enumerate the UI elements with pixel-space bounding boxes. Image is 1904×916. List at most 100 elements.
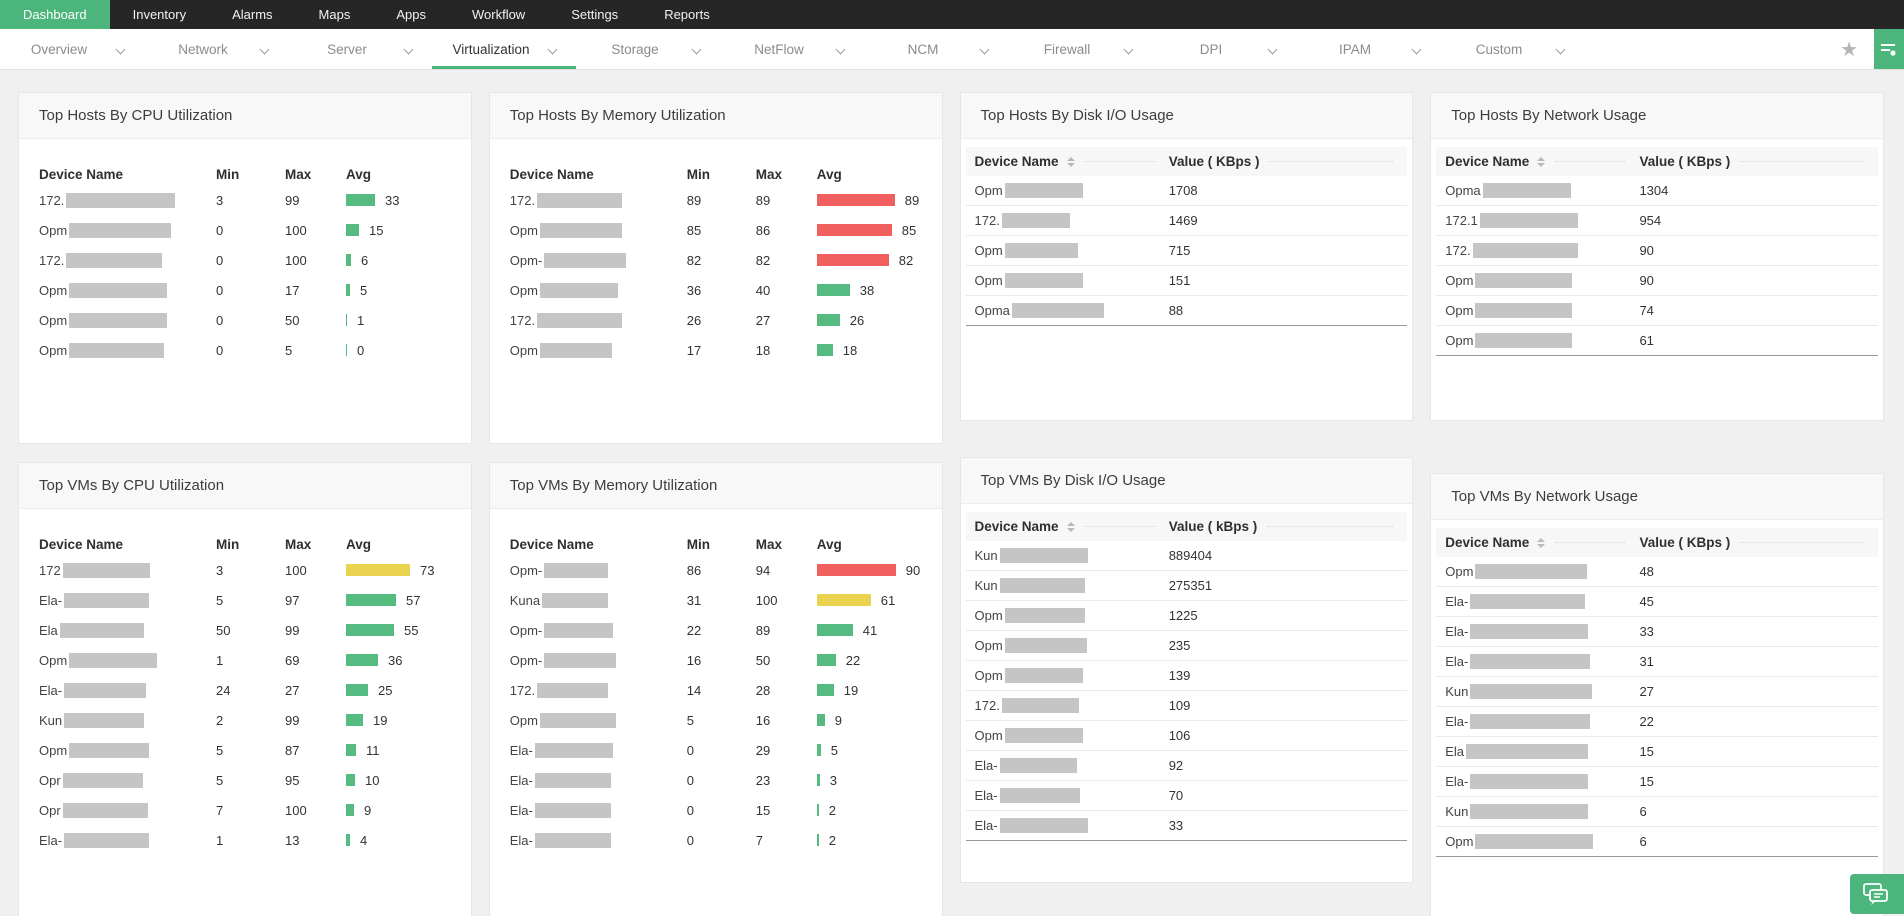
- device-name[interactable]: Opm: [510, 222, 687, 238]
- device-name[interactable]: Opm: [966, 668, 1169, 683]
- table-row[interactable]: Ela- 33: [965, 811, 1408, 841]
- device-name[interactable]: Opm: [510, 712, 687, 728]
- table-row[interactable]: Ela- 70: [965, 781, 1408, 811]
- col-device-name[interactable]: Device Name: [1445, 535, 1530, 550]
- table-row[interactable]: Opm 48: [1436, 557, 1878, 587]
- chevron-down-icon[interactable]: [403, 44, 414, 55]
- device-name[interactable]: Opm: [966, 638, 1169, 653]
- col-value[interactable]: Value ( KBps ): [1639, 154, 1731, 169]
- table-row[interactable]: Ela- 5 97 57: [19, 585, 471, 615]
- device-name[interactable]: 172.: [510, 682, 687, 698]
- device-name[interactable]: Opma: [1436, 183, 1639, 198]
- table-row[interactable]: 172. 90: [1436, 236, 1878, 266]
- device-name[interactable]: Kun: [966, 578, 1169, 593]
- chevron-down-icon[interactable]: [1411, 44, 1422, 55]
- table-row[interactable]: 172. 109: [965, 691, 1408, 721]
- table-row[interactable]: Opm 6: [1436, 827, 1878, 857]
- tab-custom[interactable]: Custom: [1440, 29, 1584, 69]
- device-name[interactable]: Ela-: [1436, 774, 1639, 789]
- nav-item-inventory[interactable]: Inventory: [132, 7, 187, 22]
- device-name[interactable]: Opm: [1436, 303, 1639, 318]
- table-row[interactable]: Opm 1708: [965, 176, 1408, 206]
- customize-dashboard-button[interactable]: [1874, 29, 1904, 69]
- device-name[interactable]: Ela-: [966, 758, 1169, 773]
- tab-ncm[interactable]: NCM: [864, 29, 1008, 69]
- device-name[interactable]: 172: [39, 562, 216, 578]
- table-row[interactable]: Opm- 22 89 41: [490, 615, 942, 645]
- table-row[interactable]: 172. 26 27 26: [490, 305, 942, 335]
- tab-ipam[interactable]: IPAM: [1296, 29, 1440, 69]
- col-value[interactable]: Value ( KBps ): [1639, 535, 1731, 550]
- table-row[interactable]: Ela- 0 7 2: [490, 825, 942, 855]
- table-row[interactable]: 172. 14 28 19: [490, 675, 942, 705]
- table-row[interactable]: Opm 0 50 1: [19, 305, 471, 335]
- sort-icon[interactable]: [1537, 537, 1546, 548]
- device-name[interactable]: Kun: [966, 548, 1169, 563]
- table-row[interactable]: Opm 0 17 5: [19, 275, 471, 305]
- table-row[interactable]: 172. 1469: [965, 206, 1408, 236]
- table-row[interactable]: Opm 5 16 9: [490, 705, 942, 735]
- chevron-down-icon[interactable]: [1555, 44, 1566, 55]
- table-row[interactable]: Ela- 92: [965, 751, 1408, 781]
- col-device-name[interactable]: Device Name: [1445, 154, 1530, 169]
- table-row[interactable]: Opm 0 100 15: [19, 215, 471, 245]
- device-name[interactable]: Opm: [39, 652, 216, 668]
- device-name[interactable]: Ela-: [39, 682, 216, 698]
- table-row[interactable]: Opm 85 86 85: [490, 215, 942, 245]
- device-name[interactable]: 172.: [39, 252, 216, 268]
- table-row[interactable]: Ela- 0 15 2: [490, 795, 942, 825]
- table-row[interactable]: Kun 889404: [965, 541, 1408, 571]
- device-name[interactable]: 172.1: [1436, 213, 1639, 228]
- table-row[interactable]: Opm 106: [965, 721, 1408, 751]
- table-row[interactable]: Kun 275351: [965, 571, 1408, 601]
- table-row[interactable]: Opma 88: [965, 296, 1408, 326]
- device-name[interactable]: Kun: [1436, 804, 1639, 819]
- chevron-down-icon[interactable]: [259, 44, 270, 55]
- device-name[interactable]: Ela-: [510, 832, 687, 848]
- device-name[interactable]: Opm: [966, 273, 1169, 288]
- table-row[interactable]: Kun 6: [1436, 797, 1878, 827]
- nav-item-settings[interactable]: Settings: [571, 7, 619, 22]
- device-name[interactable]: 172.: [966, 698, 1169, 713]
- table-row[interactable]: Opr 5 95 10: [19, 765, 471, 795]
- device-name[interactable]: Opm: [39, 282, 216, 298]
- device-name[interactable]: 172.: [510, 312, 687, 328]
- table-row[interactable]: Opm 5 87 11: [19, 735, 471, 765]
- device-name[interactable]: 172.: [510, 192, 687, 208]
- tab-virtualization[interactable]: Virtualization: [432, 29, 576, 69]
- sort-icon[interactable]: [1066, 521, 1075, 532]
- table-row[interactable]: Ela 15: [1436, 737, 1878, 767]
- device-name[interactable]: Opm-: [510, 562, 687, 578]
- table-row[interactable]: Kuna 31 100 61: [490, 585, 942, 615]
- table-row[interactable]: Ela- 1 13 4: [19, 825, 471, 855]
- table-row[interactable]: Opm- 16 50 22: [490, 645, 942, 675]
- device-name[interactable]: Opm: [39, 342, 216, 358]
- device-name[interactable]: Ela-: [1436, 714, 1639, 729]
- device-name[interactable]: Ela-: [1436, 654, 1639, 669]
- chevron-down-icon[interactable]: [1267, 44, 1278, 55]
- table-row[interactable]: Opm 36 40 38: [490, 275, 942, 305]
- table-row[interactable]: Ela- 24 27 25: [19, 675, 471, 705]
- device-name[interactable]: Opm: [510, 282, 687, 298]
- device-name[interactable]: Opm: [39, 742, 216, 758]
- table-row[interactable]: Ela- 0 23 3: [490, 765, 942, 795]
- device-name[interactable]: Ela: [1436, 744, 1639, 759]
- device-name[interactable]: Opma: [966, 303, 1169, 318]
- nav-item-alarms[interactable]: Alarms: [232, 7, 273, 22]
- device-name[interactable]: Ela-: [510, 742, 687, 758]
- table-row[interactable]: Opm 90: [1436, 266, 1878, 296]
- device-name[interactable]: Opm: [1436, 564, 1639, 579]
- nav-item-maps[interactable]: Maps: [318, 7, 351, 22]
- col-device-name[interactable]: Device Name: [974, 519, 1059, 534]
- table-row[interactable]: Opm 1225: [965, 601, 1408, 631]
- device-name[interactable]: Opm: [966, 183, 1169, 198]
- table-row[interactable]: 172 3 100 73: [19, 555, 471, 585]
- device-name[interactable]: Opm-: [510, 252, 687, 268]
- table-row[interactable]: Opm 61: [1436, 326, 1878, 356]
- table-row[interactable]: Opm- 86 94 90: [490, 555, 942, 585]
- device-name[interactable]: Opr: [39, 772, 216, 788]
- device-name[interactable]: Kuna: [510, 592, 687, 608]
- tab-overview[interactable]: Overview: [0, 29, 144, 69]
- col-value[interactable]: Value ( kBps ): [1168, 519, 1258, 534]
- table-row[interactable]: Opm 1 69 36: [19, 645, 471, 675]
